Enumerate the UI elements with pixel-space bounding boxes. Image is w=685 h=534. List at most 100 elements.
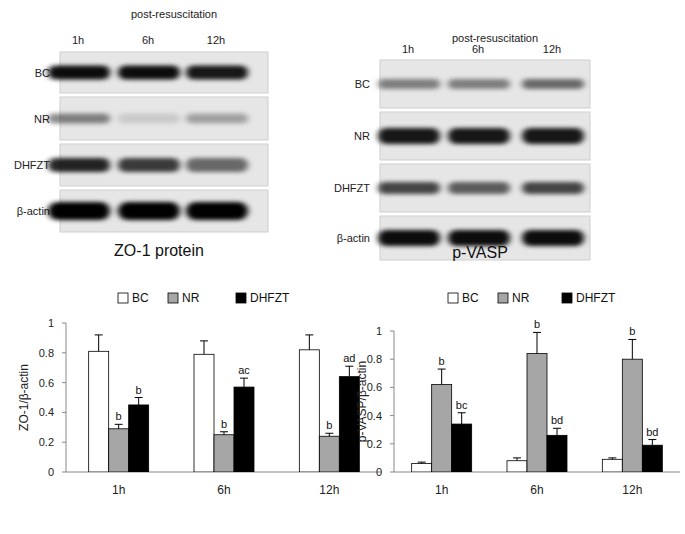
band: [48, 202, 110, 220]
y-tick-label: 0.4: [39, 406, 54, 418]
band: [522, 128, 584, 144]
error-bar: [95, 335, 103, 351]
error-line: [632, 339, 633, 359]
band: [186, 202, 248, 220]
y-tick-label: 1: [48, 317, 54, 329]
legend-label: NR: [512, 291, 530, 305]
band: [186, 158, 248, 172]
y-tick: [62, 472, 66, 473]
blot-header: post-resuscitation: [452, 32, 538, 44]
error-cap: [553, 428, 561, 429]
bar: [109, 429, 129, 472]
error-line: [309, 335, 310, 350]
row-label: BC: [355, 78, 370, 90]
y-tick: [62, 382, 66, 383]
bar: [129, 405, 149, 472]
bar: [622, 359, 642, 472]
bar-chart: 00.20.40.60.81p-VASP/β-actin1h6h12hbbbbc…: [355, 291, 680, 497]
legend-label: DHFZT: [250, 291, 290, 305]
lane-label: 12h: [543, 43, 561, 55]
band: [378, 79, 440, 89]
x-tick-label: 6h: [217, 483, 230, 497]
error-bar: [418, 462, 426, 463]
bar: [602, 459, 622, 472]
error-bar: [115, 424, 123, 428]
y-tick-label: 0.8: [39, 347, 54, 359]
annotations: bbbbacad: [116, 352, 356, 431]
x-tick-label: 6h: [530, 483, 543, 497]
lane-label: 1h: [402, 43, 414, 55]
bar: [452, 424, 472, 472]
error-line: [204, 341, 205, 354]
significance-label: b: [116, 410, 122, 422]
error-cap: [418, 462, 426, 463]
legend-label: DHFZT: [576, 291, 616, 305]
error-bar: [608, 458, 616, 459]
error-cap: [200, 340, 208, 341]
y-axis: [394, 331, 395, 472]
legend-swatch: [118, 293, 128, 303]
lane-label: 12h: [207, 34, 225, 46]
error-bar: [438, 369, 446, 385]
x-tick-label: 12h: [622, 483, 642, 497]
legend-swatch: [236, 293, 246, 303]
significance-label: b: [439, 355, 445, 367]
x-tick-label: 12h: [319, 483, 339, 497]
x-tick-label: 1h: [112, 483, 125, 497]
band: [118, 66, 180, 80]
bar: [507, 461, 527, 472]
error-bar: [648, 440, 656, 446]
significance-label: ad: [343, 352, 355, 364]
band: [118, 114, 180, 124]
significance-label: b: [136, 384, 142, 396]
y-tick: [62, 412, 66, 413]
y-tick: [390, 359, 394, 360]
error-line: [349, 366, 350, 376]
bar: [547, 435, 567, 472]
blot-panel: post-resuscitation1h6h12hBCNRDHFZTβ-acti…: [14, 8, 268, 259]
error-cap: [628, 339, 636, 340]
row-label: β-actin: [17, 205, 50, 217]
row-label: BC: [35, 67, 50, 79]
error-cap: [648, 439, 656, 440]
error-cap: [533, 332, 541, 333]
error-cap: [325, 433, 333, 434]
blot-title: ZO-1 protein: [114, 242, 204, 259]
y-tick-label: 0.2: [39, 436, 54, 448]
error-cap: [345, 366, 353, 367]
band: [448, 79, 510, 89]
legend-label: BC: [462, 291, 479, 305]
significance-label: b: [326, 419, 332, 431]
band: [118, 202, 180, 220]
y-tick-label: 0: [376, 466, 382, 478]
y-tick: [390, 331, 394, 332]
error-cap: [608, 457, 616, 458]
error-bar: [305, 335, 313, 350]
bar: [194, 354, 214, 472]
significance-label: bd: [551, 414, 563, 426]
significance-label: bd: [646, 426, 658, 438]
error-bar: [628, 339, 636, 359]
row-label: β-actin: [337, 232, 370, 244]
lane-label: 1h: [72, 34, 84, 46]
error-bar: [325, 433, 333, 436]
error-line: [118, 424, 119, 428]
band: [522, 230, 584, 246]
band: [378, 230, 440, 246]
significance-label: ac: [238, 364, 250, 376]
error-line: [557, 428, 558, 435]
bar: [89, 351, 109, 472]
error-line: [441, 369, 442, 385]
y-tick: [62, 323, 66, 324]
bar: [412, 464, 432, 472]
legend-label: BC: [132, 291, 149, 305]
bar: [319, 436, 339, 472]
y-tick-label: 0: [48, 466, 54, 478]
error-line: [461, 413, 462, 424]
error-cap: [458, 412, 466, 413]
band: [378, 182, 440, 194]
error-cap: [513, 457, 521, 458]
band: [48, 66, 110, 80]
error-bar: [553, 428, 561, 435]
band: [186, 114, 248, 124]
